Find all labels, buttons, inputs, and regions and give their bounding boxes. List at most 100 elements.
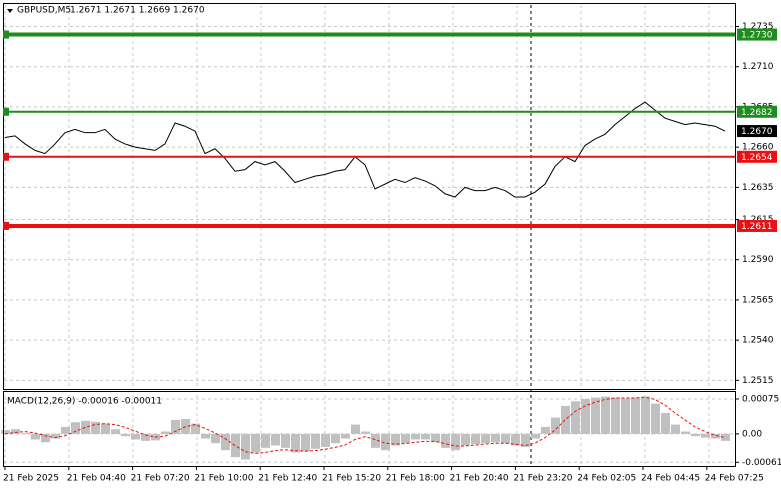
macd-bar: [71, 422, 80, 434]
macd-frame: [3, 391, 736, 467]
macd-bar: [301, 433, 310, 452]
macd-bar: [31, 433, 40, 440]
macd-bar: [391, 433, 400, 446]
macd-bar: [611, 397, 620, 434]
macd-bar: [451, 433, 460, 451]
x-tick-label: 24 Feb 04:45: [641, 474, 700, 484]
y-tick-label: 1.2635: [742, 183, 774, 193]
y-tick-label: 1.2660: [742, 143, 774, 153]
x-tick-label: 21 Feb 10:00: [194, 474, 253, 484]
macd-bar: [271, 433, 280, 446]
macd-bar: [591, 397, 600, 434]
macd-bar: [41, 433, 50, 443]
macd-bar: [101, 423, 110, 434]
quote-label: 1.2671 1.2671 1.2669 1.2670: [70, 6, 205, 16]
macd-bar: [231, 433, 240, 458]
menu-arrow[interactable]: [7, 9, 13, 13]
macd-bar: [481, 433, 490, 444]
macd-bar: [561, 405, 570, 434]
level-tag: [737, 28, 777, 41]
level-tag: [737, 125, 777, 138]
macd-bar: [361, 431, 370, 434]
macd-bar: [221, 433, 230, 451]
level-tag: [737, 150, 777, 163]
y-tick-label: 1.2590: [742, 255, 774, 265]
macd-bar: [471, 433, 480, 445]
macd-bar: [241, 433, 250, 460]
x-tick-label: 21 Feb 2025: [3, 474, 59, 484]
macd-bar: [681, 431, 690, 434]
level-label: 1.2670: [741, 127, 773, 137]
macd-bar: [141, 433, 150, 441]
main-frame: [3, 3, 736, 390]
y-tick-label: 1.2710: [742, 62, 774, 72]
macd-bar: [651, 403, 660, 434]
macd-bar: [521, 433, 530, 447]
macd-bar: [441, 433, 450, 448]
macd-label: MACD(12,26,9) -0.00016 -0.00011: [7, 397, 162, 407]
macd-bar: [201, 433, 210, 439]
macd-bar: [511, 433, 520, 446]
macd-bar: [351, 424, 360, 434]
x-tick-label: 21 Feb 20:40: [450, 474, 509, 484]
macd-bar: [261, 433, 270, 448]
macd-bar: [721, 433, 730, 441]
level-label: 1.2654: [741, 153, 773, 163]
macd-bar: [641, 396, 650, 434]
level-label: 1.2611: [741, 222, 773, 232]
macd-bar: [281, 433, 290, 448]
macd-bar: [371, 433, 380, 448]
macd-bar: [1, 430, 10, 434]
y-tick-label: 1.2565: [742, 295, 774, 305]
macd-bar: [691, 433, 700, 437]
macd-bar: [601, 396, 610, 434]
level-marker: [3, 30, 9, 39]
macd-bar: [61, 426, 70, 434]
macd-bar: [491, 433, 500, 443]
macd-bar: [431, 433, 440, 443]
macd-bar: [111, 429, 120, 434]
y-tick-label: 0.00: [742, 429, 762, 439]
y-tick-label: 0.00075: [742, 394, 779, 404]
macd-bar: [531, 433, 540, 439]
macd-bar: [191, 423, 200, 434]
macd-bar: [291, 433, 300, 453]
x-tick-label: 24 Feb 02:05: [577, 474, 636, 484]
x-tick-label: 21 Feb 18:00: [386, 474, 445, 484]
level-label: 1.2730: [741, 31, 773, 41]
macd-bar: [211, 433, 220, 444]
macd-bar: [91, 421, 100, 434]
signal-line: [4, 396, 726, 454]
macd-bar: [381, 433, 390, 451]
macd-bar: [11, 429, 20, 434]
macd-bar: [661, 412, 670, 434]
x-tick-label: 21 Feb 04:40: [67, 474, 126, 484]
plot-layer: [1, 5, 736, 466]
macd-bar: [311, 433, 320, 449]
macd-bar: [501, 433, 510, 444]
macd-bar: [341, 433, 350, 439]
macd-bar: [411, 433, 420, 440]
macd-bar: [571, 401, 580, 434]
macd-bar: [401, 433, 410, 444]
macd-bar: [81, 420, 90, 434]
x-tick-label: 21 Feb 15:20: [322, 474, 381, 484]
x-tick-label: 21 Feb 07:20: [131, 474, 190, 484]
macd-bar: [251, 433, 260, 453]
level-tag: [737, 105, 777, 118]
macd-bar: [121, 433, 130, 437]
y-tick-label: 1.2515: [742, 376, 774, 386]
level-marker: [3, 107, 9, 116]
y-tick-label: 1.2540: [742, 336, 774, 346]
macd-bar: [421, 433, 430, 440]
macd-bar: [541, 426, 550, 434]
y-tick-label: 1.2735: [742, 22, 774, 32]
macd-bar: [331, 433, 340, 444]
y-tick-label: -0.00061: [742, 458, 781, 468]
x-tick-label: 21 Feb 12:40: [258, 474, 317, 484]
level-tag: [737, 219, 777, 232]
level-marker: [3, 152, 9, 161]
macd-bar: [701, 433, 710, 438]
macd-bar: [51, 433, 60, 439]
